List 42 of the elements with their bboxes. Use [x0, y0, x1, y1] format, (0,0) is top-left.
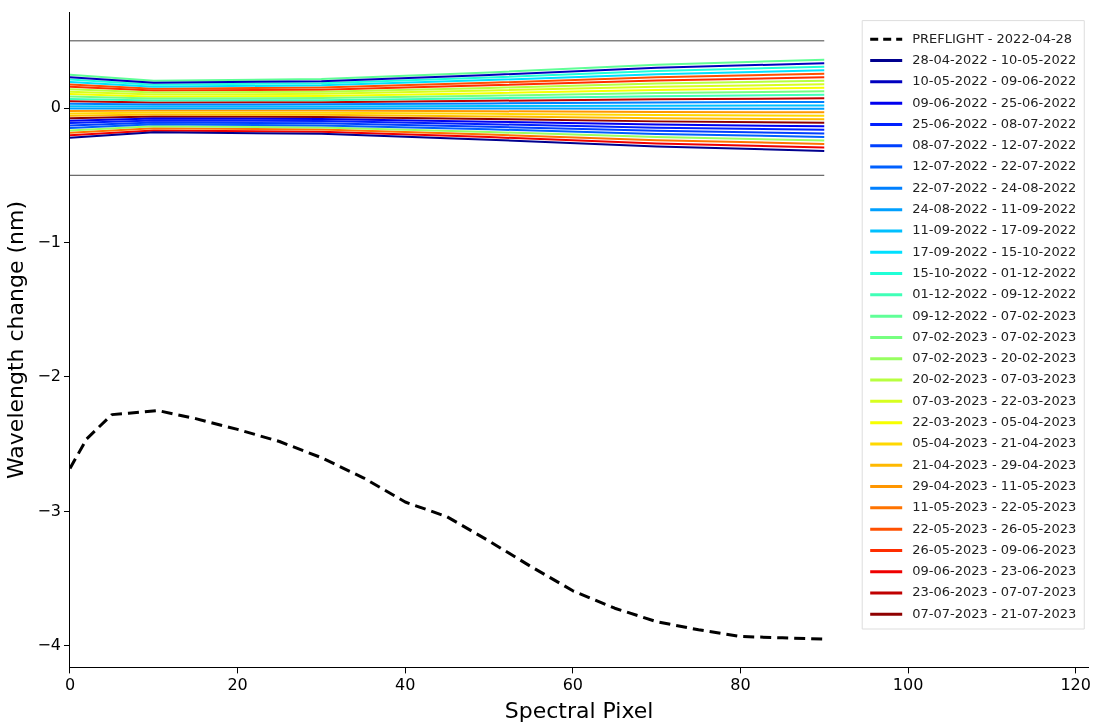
- legend-label: 07-03-2023 - 22-03-2023: [912, 392, 1077, 408]
- y-tick-label: 0: [50, 97, 61, 117]
- y-tick-label: −4: [37, 635, 61, 655]
- legend-label: 24-08-2022 - 11-09-2022: [912, 201, 1077, 217]
- x-tick-label: 120: [1060, 675, 1091, 695]
- legend-label: 21-04-2023 - 29-04-2023: [912, 456, 1077, 472]
- x-tick-label: 80: [730, 675, 751, 695]
- legend-label: 09-06-2023 - 23-06-2023: [912, 563, 1077, 579]
- legend-label: 01-12-2022 - 09-12-2022: [912, 286, 1077, 302]
- legend-label: 29-04-2023 - 11-05-2023: [912, 477, 1077, 493]
- legend-label: 23-06-2023 - 07-07-2023: [912, 584, 1077, 600]
- x-tick-label: 100: [892, 675, 924, 695]
- legend-label: 22-07-2022 - 24-08-2022: [912, 179, 1077, 195]
- legend-label: 22-03-2023 - 05-04-2023: [912, 414, 1077, 430]
- legend-label: 11-05-2023 - 22-05-2023: [912, 499, 1077, 515]
- legend-label: PREFLIGHT - 2022-04-28: [912, 30, 1073, 46]
- legend-label: 25-06-2022 - 08-07-2022: [912, 115, 1077, 131]
- y-axis-title: Wavelength change (nm): [2, 201, 28, 479]
- legend-label: 09-06-2022 - 25-06-2022: [912, 94, 1077, 110]
- legend-label: 22-05-2023 - 26-05-2023: [912, 520, 1077, 536]
- x-tick-label: 40: [395, 675, 416, 695]
- y-tick-label: −1: [37, 231, 61, 251]
- legend-label: 28-04-2022 - 10-05-2022: [912, 51, 1077, 67]
- legend-label: 15-10-2022 - 01-12-2022: [912, 264, 1077, 280]
- legend-label: 07-07-2023 - 21-07-2023: [912, 605, 1077, 621]
- legend-label: 26-05-2023 - 09-06-2023: [912, 541, 1077, 557]
- x-tick-label: 0: [64, 675, 76, 695]
- legend-label: 12-07-2022 - 22-07-2022: [912, 158, 1077, 174]
- legend-label: 05-04-2023 - 21-04-2023: [912, 435, 1077, 451]
- legend-label: 10-05-2022 - 09-06-2022: [912, 73, 1077, 89]
- legend-label: 11-09-2022 - 17-09-2022: [912, 222, 1077, 238]
- x-axis-title: Spectral Pixel: [504, 697, 654, 723]
- x-tick-label: 60: [562, 675, 584, 695]
- legend-label: 08-07-2022 - 12-07-2022: [912, 137, 1077, 153]
- y-tick-label: −3: [37, 500, 61, 520]
- legend-label: 17-09-2022 - 15-10-2022: [912, 243, 1077, 259]
- x-tick-label: 20: [227, 675, 248, 695]
- legend-label: 07-02-2023 - 20-02-2023: [912, 350, 1077, 366]
- legend-label: 07-02-2023 - 07-02-2023: [912, 328, 1077, 344]
- y-tick-label: −2: [37, 366, 61, 386]
- legend-label: 20-02-2023 - 07-03-2023: [912, 371, 1077, 387]
- legend-label: 09-12-2022 - 07-02-2023: [912, 307, 1077, 323]
